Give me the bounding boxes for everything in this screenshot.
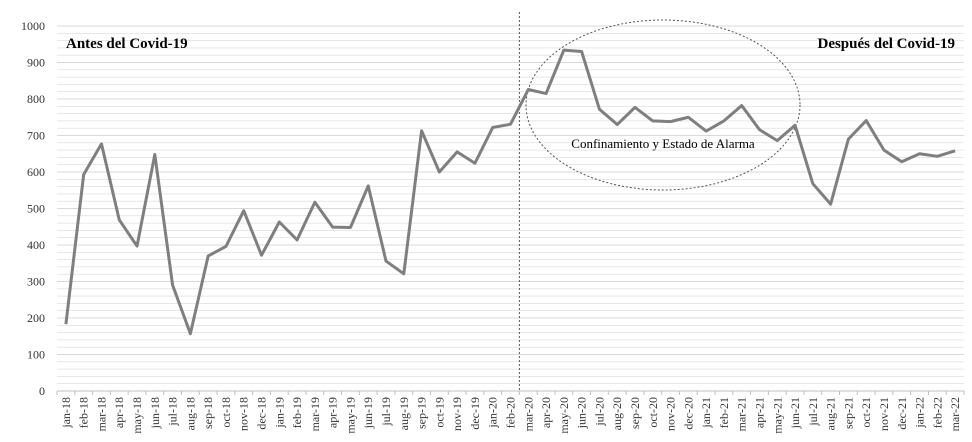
x-tick-label: dec-20 bbox=[681, 397, 695, 430]
y-tick-label: 700 bbox=[27, 129, 45, 143]
gridlines bbox=[57, 25, 964, 385]
x-tick-label: jul-20 bbox=[592, 397, 606, 427]
x-tick-label: jun-21 bbox=[788, 397, 802, 429]
x-tick-label: jul-19 bbox=[379, 397, 393, 427]
annotation-lockdown: Confinamiento y Estado de Alarma bbox=[571, 136, 755, 151]
y-tick-label: 500 bbox=[27, 202, 45, 216]
x-tick-label: sep-20 bbox=[628, 397, 642, 429]
x-tick-label: feb-21 bbox=[717, 397, 731, 428]
x-tick-label: aug-21 bbox=[824, 397, 838, 430]
x-tick-label: may-19 bbox=[343, 397, 357, 434]
x-tick-label: jun-20 bbox=[575, 397, 589, 429]
y-tick-label: 600 bbox=[27, 165, 45, 179]
y-axis-tick-labels: 0 100 200 300 400 500 600 700 800 900 1000 bbox=[21, 19, 45, 398]
x-tick-label: nov-20 bbox=[664, 397, 678, 431]
x-tick-label: nov-18 bbox=[237, 397, 251, 431]
x-tick-label: sep-18 bbox=[201, 397, 215, 429]
annotation-before-covid: Antes del Covid-19 bbox=[66, 36, 188, 52]
y-tick-label: 1000 bbox=[21, 19, 45, 33]
y-tick-label: 0 bbox=[39, 384, 45, 398]
x-tick-label: oct-19 bbox=[432, 397, 446, 428]
x-tick-label: dec-21 bbox=[895, 397, 909, 430]
x-tick-label: jan-20 bbox=[486, 397, 500, 429]
y-tick-label: 100 bbox=[27, 348, 45, 362]
x-tick-label: oct-18 bbox=[219, 397, 233, 428]
x-tick-label: apr-21 bbox=[752, 397, 766, 428]
x-tick-label: jan-19 bbox=[272, 397, 286, 429]
x-tick-label: mar-21 bbox=[735, 397, 749, 431]
x-tick-label: jan-21 bbox=[699, 397, 713, 429]
x-tick-label: sep-21 bbox=[841, 397, 855, 429]
x-tick-label: nov-19 bbox=[450, 397, 464, 431]
x-tick-label: mar-18 bbox=[94, 397, 108, 431]
x-tick-label: may-18 bbox=[130, 397, 144, 434]
y-tick-label: 300 bbox=[27, 275, 45, 289]
lockdown-ellipse bbox=[525, 19, 801, 191]
annotation-after-covid: Después del Covid-19 bbox=[817, 36, 955, 52]
y-tick-label: 800 bbox=[27, 92, 45, 106]
x-tick-label: feb-18 bbox=[77, 397, 91, 428]
x-tick-label: jul-18 bbox=[166, 397, 180, 427]
x-tick-label: jun-19 bbox=[361, 397, 375, 429]
x-tick-label: dec-18 bbox=[255, 397, 269, 430]
x-tick-label: apr-19 bbox=[326, 397, 340, 428]
series-line bbox=[64, 48, 956, 336]
x-axis-tick-labels: jan-18 feb-18 mar-18 apr-18 may-18 jun-18 jul-… bbox=[56, 391, 965, 434]
x-tick-label: mar-20 bbox=[521, 397, 535, 431]
x-tick-label: mar-22 bbox=[948, 397, 962, 431]
x-tick-label: feb-22 bbox=[930, 397, 944, 428]
x-tick-label: apr-18 bbox=[112, 397, 126, 428]
y-tick-label: 400 bbox=[27, 238, 45, 252]
x-tick-label: jan-22 bbox=[913, 397, 927, 429]
x-tick-label: feb-19 bbox=[290, 397, 304, 428]
x-tick-label: apr-20 bbox=[539, 397, 553, 428]
x-tick-label: mar-19 bbox=[308, 397, 322, 431]
x-tick-label: aug-19 bbox=[397, 397, 411, 430]
x-tick-label: feb-20 bbox=[504, 397, 518, 428]
x-tick-label: jun-18 bbox=[148, 397, 162, 429]
y-tick-label: 200 bbox=[27, 311, 45, 325]
x-tick-label: may-20 bbox=[557, 397, 571, 434]
y-tick-label: 900 bbox=[27, 56, 45, 70]
x-tick-label: dec-19 bbox=[468, 397, 482, 430]
x-tick-label: may-21 bbox=[770, 397, 784, 434]
x-tick-label: aug-20 bbox=[610, 397, 624, 430]
x-tick-label: oct-21 bbox=[859, 397, 873, 428]
x-tick-label: jul-21 bbox=[806, 397, 820, 427]
x-tick-label: aug-18 bbox=[183, 397, 197, 430]
x-tick-label: oct-20 bbox=[646, 397, 660, 428]
x-tick-label: jan-18 bbox=[59, 397, 73, 429]
x-tick-label: nov-21 bbox=[877, 397, 891, 431]
x-tick-label: sep-19 bbox=[415, 397, 429, 429]
